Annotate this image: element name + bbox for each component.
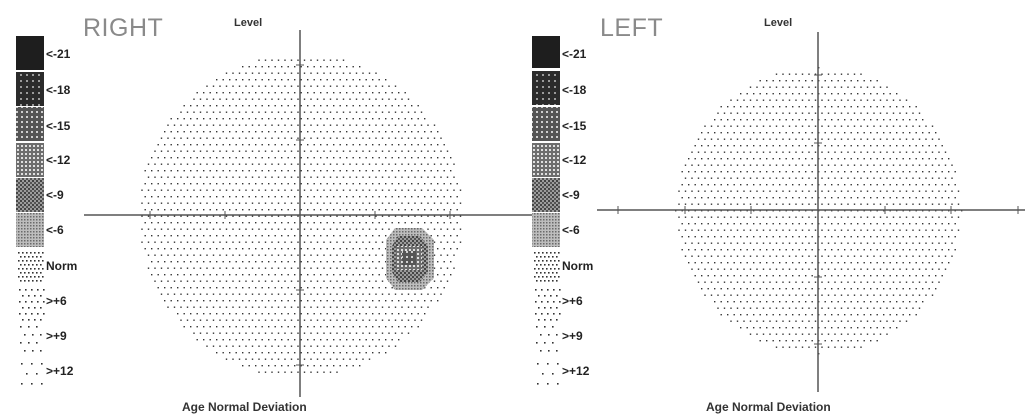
legend-label: Norm bbox=[562, 259, 593, 273]
legend-swatch-plus12 bbox=[537, 363, 559, 385]
legend-swatch-minus12 bbox=[532, 143, 560, 177]
right-level-label: Level bbox=[234, 17, 262, 29]
legend-label: >+9 bbox=[562, 329, 583, 343]
legend-label: Norm bbox=[46, 259, 77, 273]
legend-swatch-norm bbox=[18, 252, 44, 282]
legend-swatch-plus9 bbox=[20, 326, 42, 352]
legend-label: <-18 bbox=[46, 83, 71, 97]
right-eye-title: RIGHT bbox=[83, 14, 163, 42]
legend-swatch-plus9 bbox=[536, 326, 558, 352]
legend-label: <-6 bbox=[46, 223, 64, 237]
left-axes bbox=[597, 32, 1025, 392]
legend-swatch-minus21 bbox=[532, 36, 560, 68]
right-eye-panel: RIGHT Level Age Normal Deviation <-21 <-… bbox=[16, 14, 538, 414]
legend-swatch-minus18 bbox=[532, 71, 560, 105]
right-field-dots bbox=[141, 59, 462, 373]
legend-label: >+12 bbox=[562, 364, 590, 378]
left-eye-panel: LEFT Level Age Normal Deviation <-21 <-1… bbox=[532, 14, 1025, 414]
right-legend: <-21 <-18 <-15 <-12 <-9 <-6 Norm >+6 >+9… bbox=[16, 36, 77, 385]
legend-label: <-21 bbox=[46, 47, 71, 61]
legend-label: <-12 bbox=[562, 153, 587, 167]
right-deviation-label: Age Normal Deviation bbox=[182, 400, 307, 414]
legend-label: <-15 bbox=[562, 119, 587, 133]
legend-swatch-minus6 bbox=[532, 213, 560, 247]
legend-swatch-norm bbox=[534, 252, 560, 282]
right-axes bbox=[84, 30, 538, 397]
legend-swatch-minus21 bbox=[16, 36, 44, 70]
legend-label: <-9 bbox=[46, 188, 64, 202]
left-level-label: Level bbox=[764, 17, 792, 29]
legend-label: >+12 bbox=[46, 364, 74, 378]
legend-label: <-9 bbox=[562, 188, 580, 202]
legend-swatch-minus18 bbox=[16, 72, 44, 106]
legend-label: <-21 bbox=[562, 47, 587, 61]
legend-label: <-12 bbox=[46, 153, 71, 167]
legend-swatch-minus9 bbox=[532, 178, 560, 212]
left-field-dots bbox=[675, 67, 963, 355]
legend-swatch-minus12 bbox=[16, 143, 44, 177]
legend-label: >+6 bbox=[562, 294, 583, 308]
legend-swatch-plus12 bbox=[21, 363, 43, 385]
legend-label: >+9 bbox=[46, 329, 67, 343]
legend-label: <-15 bbox=[46, 119, 71, 133]
legend-swatch-minus15 bbox=[16, 107, 44, 141]
legend-swatch-minus15 bbox=[532, 107, 560, 141]
legend-swatch-plus6 bbox=[19, 289, 45, 321]
legend-label: <-6 bbox=[562, 223, 580, 237]
legend-swatch-plus6 bbox=[535, 289, 561, 321]
right-scotoma bbox=[386, 228, 434, 290]
left-eye-title: LEFT bbox=[600, 14, 663, 42]
left-legend: <-21 <-18 <-15 <-12 <-9 <-6 Norm >+6 >+9… bbox=[532, 36, 593, 385]
legend-label: <-18 bbox=[562, 83, 587, 97]
legend-label: >+6 bbox=[46, 294, 67, 308]
legend-swatch-minus6 bbox=[16, 213, 44, 247]
legend-swatch-minus9 bbox=[16, 178, 44, 212]
left-deviation-label: Age Normal Deviation bbox=[706, 400, 831, 414]
